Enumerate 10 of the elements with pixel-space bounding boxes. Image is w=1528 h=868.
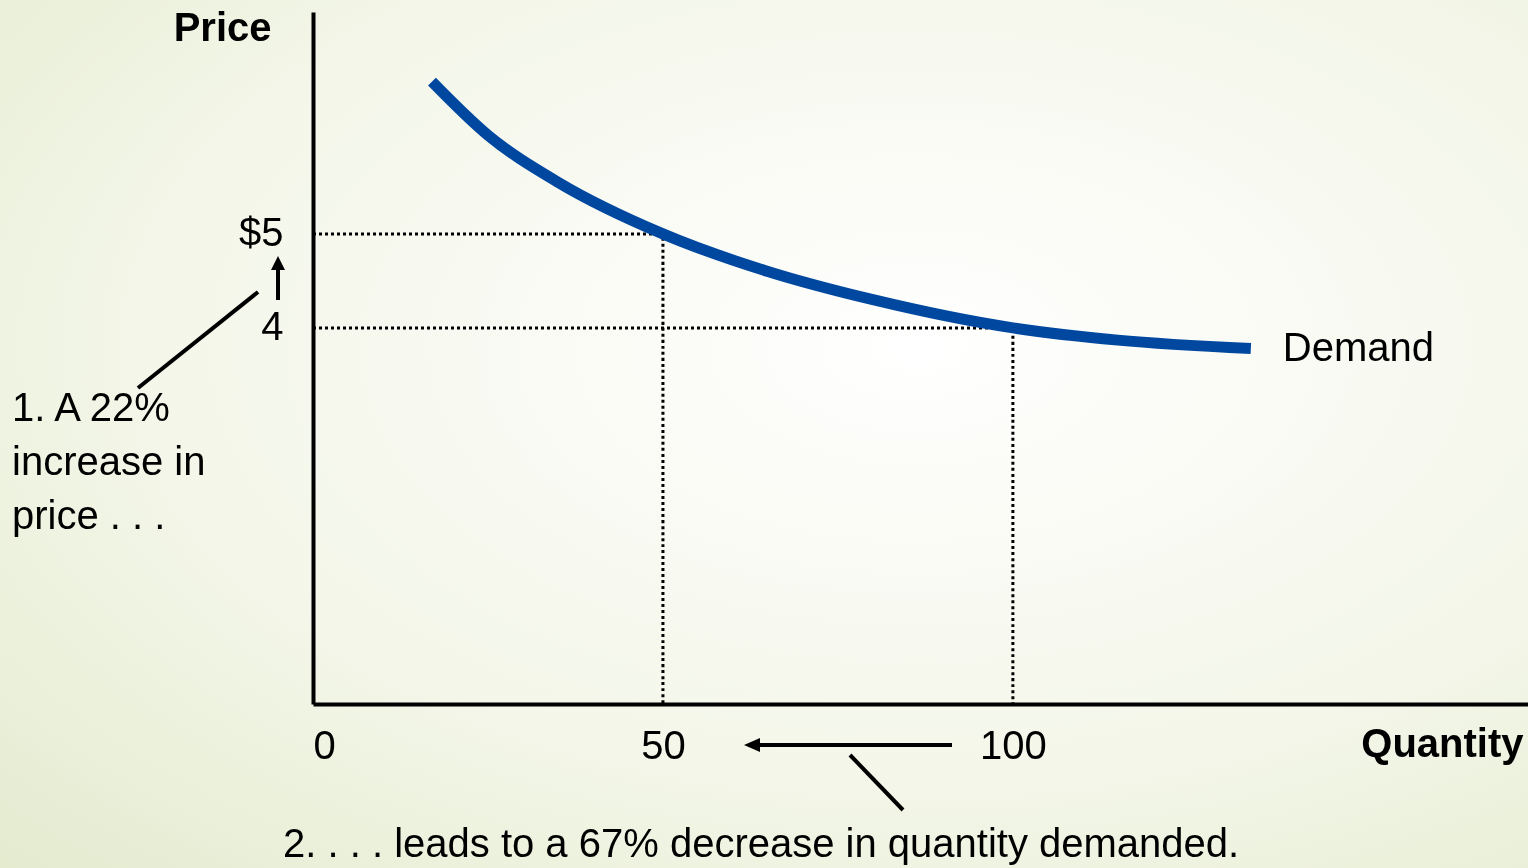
y-tick-label: $5 — [239, 210, 284, 255]
y-axis-title: Price — [173, 4, 272, 49]
series-label: Demand — [1282, 324, 1435, 369]
y-tick-label: 4 — [261, 304, 284, 349]
text: 2. . . . leads to a 67% decrease in quantity demanded. — [283, 820, 1240, 867]
x-tick-label: 50 — [641, 722, 686, 767]
text: 1. A 22% increase in price . . . — [12, 384, 207, 539]
x-tick-label: 0 — [313, 722, 336, 767]
x-axis-title: Quantity — [1361, 720, 1525, 765]
x-tick-label: 100 — [980, 722, 1047, 767]
